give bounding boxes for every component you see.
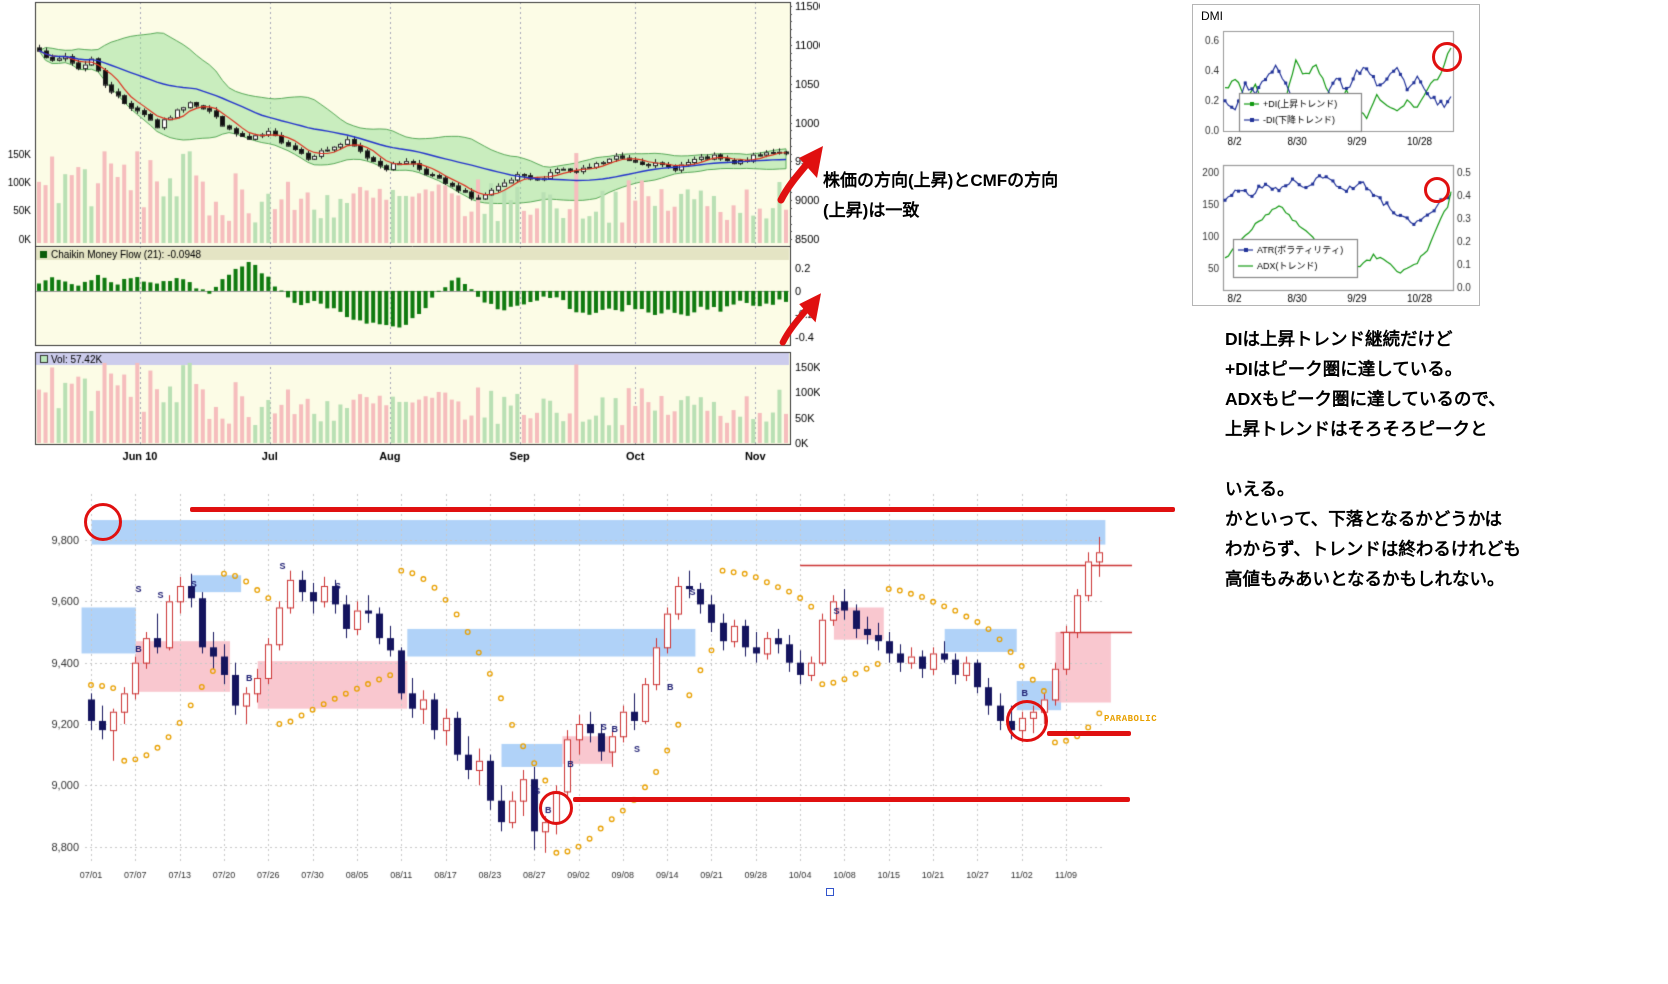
parabolic-label: PARABOLIC	[1104, 714, 1158, 724]
dmi-atr-adx-chart	[1193, 5, 1479, 305]
red-circle-annotation	[1424, 177, 1450, 203]
red-arrow-up-icon	[779, 293, 821, 346]
analysis-note-line: DIは上昇トレンド継続だけど	[1225, 329, 1453, 349]
analysis-note-line: +DIはピーク圏に達している。	[1225, 359, 1463, 379]
price-cmf-volume-chart	[0, 0, 820, 470]
analysis-note-line: 高値もみあいとなるかもしれない。	[1225, 569, 1505, 589]
analysis-note: DIは上昇トレンド継続だけど +DIはピーク圏に達している。 ADXもピーク圏に…	[1225, 324, 1575, 594]
analysis-note-line: わからず、トレンドは終わるけれども	[1225, 539, 1521, 559]
red-circle-annotation	[539, 791, 573, 825]
cmf-note-line: 株価の方向(上昇)とCMFの方向	[823, 171, 1059, 190]
red-support-line-annotation	[573, 797, 1130, 802]
cmf-note-line: (上昇)は一致	[823, 201, 920, 220]
daily-candlestick-chart	[40, 478, 1180, 908]
dmi-panel-title: DMI	[1201, 9, 1223, 23]
red-circle-annotation	[1006, 700, 1048, 742]
red-circle-annotation	[1432, 42, 1462, 72]
red-circle-annotation	[84, 503, 122, 541]
analysis-note-line: いえる。	[1225, 479, 1295, 499]
small-square-mark	[826, 888, 834, 896]
analysis-note-line: ADXもピーク圏に達しているので、	[1225, 389, 1506, 409]
red-arrow-up-icon	[777, 146, 823, 204]
analysis-note-line: 上昇トレンドはそろそろピークと	[1225, 419, 1488, 439]
cmf-direction-note: 株価の方向(上昇)とCMFの方向 (上昇)は一致	[823, 166, 1168, 226]
red-short-line-annotation	[1047, 731, 1131, 736]
analysis-note-line: かといって、下落となるかどうかは	[1225, 509, 1503, 529]
red-resistance-line-annotation	[190, 507, 1175, 512]
